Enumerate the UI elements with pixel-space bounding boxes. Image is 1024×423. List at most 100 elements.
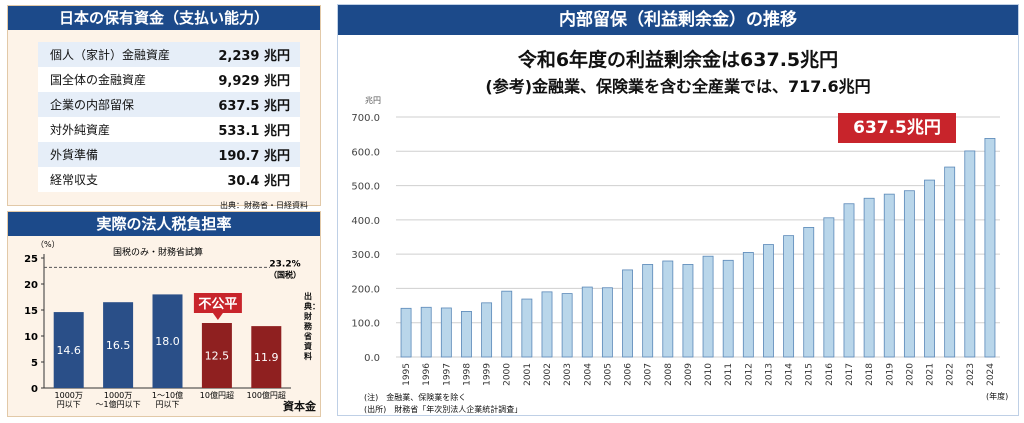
tax-y-tick-label: 10 bbox=[24, 332, 38, 343]
x-tick-label: 1998 bbox=[462, 363, 472, 386]
bar bbox=[581, 286, 593, 358]
bar bbox=[541, 291, 553, 358]
bar bbox=[742, 252, 754, 358]
y-tick-label: 700.0 bbox=[351, 113, 380, 124]
bar bbox=[561, 293, 573, 358]
tax-reference-value: 23.2% bbox=[269, 259, 300, 269]
x-tick-label: 2015 bbox=[805, 363, 815, 386]
assets-panel-title: 日本の保有資金（支払い能力） bbox=[8, 6, 320, 30]
y-unit-label: 兆円 bbox=[365, 95, 381, 105]
tax-y-tick-label: 20 bbox=[24, 280, 38, 291]
y-tick-label: 0.0 bbox=[364, 353, 380, 364]
tax-panel-title: 実際の法人税負担率 bbox=[8, 212, 320, 236]
y-tick-label: 200.0 bbox=[351, 284, 380, 295]
bar bbox=[803, 226, 815, 358]
bar bbox=[601, 287, 613, 358]
bar bbox=[823, 217, 835, 358]
tax-y-tick-label: 15 bbox=[24, 306, 38, 317]
bar bbox=[481, 302, 493, 358]
bar bbox=[440, 307, 452, 358]
tax-bar-value: 16.5 bbox=[106, 339, 131, 352]
x-tick-label: 2007 bbox=[644, 363, 654, 386]
asset-label: 外貨準備 bbox=[50, 148, 99, 162]
x-tick-label: 2011 bbox=[724, 363, 734, 386]
x-tick-label: 2000 bbox=[503, 363, 513, 386]
x-tick-label: 2006 bbox=[624, 363, 634, 386]
x-tick-label: 2020 bbox=[905, 363, 915, 386]
bar bbox=[722, 259, 734, 358]
headline: 令和6年度の利益剰余金は637.5兆円 bbox=[517, 49, 839, 71]
bar bbox=[863, 197, 875, 358]
x-tick-label: 2019 bbox=[885, 363, 895, 386]
tax-bar bbox=[103, 302, 134, 388]
asset-label: 企業の内部留保 bbox=[50, 98, 135, 112]
tax-x-tick-label: 1000万 bbox=[55, 391, 83, 400]
bar bbox=[622, 269, 633, 358]
tax-vertical-source: 出典：財務省資料 bbox=[304, 292, 320, 361]
tax-bar-value: 18.0 bbox=[155, 335, 180, 348]
tax-bar-value: 12.5 bbox=[205, 350, 230, 363]
note: (注) 金融業、保険業を除く bbox=[364, 393, 467, 402]
x-tick-label: 2002 bbox=[543, 363, 553, 386]
tax-bar bbox=[251, 326, 282, 388]
bar bbox=[944, 166, 956, 358]
x-tick-label: 2014 bbox=[785, 363, 795, 386]
tax-x-tick-label: 100億円超 bbox=[247, 390, 286, 400]
x-tick-label: 2016 bbox=[825, 363, 835, 386]
x-tick-label: 2003 bbox=[563, 363, 573, 386]
bar bbox=[521, 298, 533, 358]
source-note: (出所) 財務省「年次別法人企業統計調査」 bbox=[364, 405, 523, 414]
tax-y-tick-label: 5 bbox=[31, 358, 38, 369]
retained-panel: 内部留保（利益剰余金）の推移 令和6年度の利益剰余金は637.5兆円 (参考)金… bbox=[337, 4, 1019, 416]
asset-row: 外貨準備 190.7 兆円 bbox=[38, 142, 300, 167]
bar bbox=[783, 235, 795, 358]
bar bbox=[763, 244, 774, 358]
unfair-badge-label: 不公平 bbox=[198, 297, 237, 312]
asset-label: 経常収支 bbox=[50, 173, 99, 187]
asset-row: 対外純資産 533.1 兆円 bbox=[38, 117, 300, 142]
tax-panel: 実際の法人税負担率 （%） 国税のみ・財務省試算 0 5 10 15 20 25 23.2% （国… bbox=[7, 211, 321, 417]
asset-value: 30.4 兆円 bbox=[227, 174, 290, 189]
x-axis-unit: (年度) bbox=[986, 392, 1009, 401]
x-tick-label: 2021 bbox=[926, 363, 936, 386]
tax-x-tick-label: 円以下 bbox=[57, 400, 81, 409]
x-tick-label: 2017 bbox=[845, 363, 855, 386]
x-tick-label: 2005 bbox=[603, 363, 613, 386]
y-tick-label: 400.0 bbox=[351, 216, 380, 227]
y-tick-label: 300.0 bbox=[351, 250, 380, 261]
bar bbox=[883, 193, 895, 358]
y-tick-label: 100.0 bbox=[351, 319, 380, 330]
x-tick-label: 2018 bbox=[865, 363, 875, 386]
x-tick-label: 2012 bbox=[744, 363, 754, 386]
tax-bar bbox=[201, 323, 232, 388]
y-tick-label: 600.0 bbox=[351, 147, 380, 158]
subheadline: (参考)金融業、保険業を含む全産業では、717.6兆円 bbox=[485, 77, 871, 96]
tax-reference-name: （国税） bbox=[269, 269, 301, 279]
x-tick-label: 1999 bbox=[483, 363, 493, 386]
bar bbox=[843, 203, 855, 358]
tax-x-tick-label: 1～10億 bbox=[152, 390, 183, 400]
asset-value: 9,929 兆円 bbox=[218, 74, 290, 89]
retained-panel-title: 内部留保（利益剰余金）の推移 bbox=[338, 5, 1018, 35]
bar bbox=[903, 190, 915, 358]
tax-x-tick-label: 円以下 bbox=[156, 400, 180, 409]
y-tick-label: 500.0 bbox=[351, 182, 380, 193]
tax-bar bbox=[53, 312, 84, 388]
bar bbox=[501, 290, 513, 358]
tax-x-tick-label: ～1億円以下 bbox=[96, 399, 141, 409]
tax-bar-value: 11.9 bbox=[254, 351, 279, 364]
asset-row: 経常収支 30.4 兆円 bbox=[38, 167, 300, 192]
x-tick-label: 2009 bbox=[684, 363, 694, 386]
x-tick-label: 2004 bbox=[583, 363, 593, 386]
bar bbox=[400, 307, 412, 358]
tax-chart: （%） 国税のみ・財務省試算 0 5 10 15 20 25 23.2%（国税） 14.6 1000… bbox=[24, 240, 301, 409]
x-tick-label: 2023 bbox=[966, 363, 976, 386]
x-tick-label: 2001 bbox=[523, 363, 533, 386]
x-tick-label: 1996 bbox=[422, 363, 432, 386]
tax-y-tick-label: 0 bbox=[31, 384, 38, 395]
x-tick-label: 2022 bbox=[946, 363, 956, 386]
bar bbox=[702, 255, 714, 358]
tax-axis-unit: 資本金 bbox=[283, 400, 316, 413]
asset-row: 個人（家計）金融資産 2,239 兆円 bbox=[38, 42, 300, 67]
asset-row: 企業の内部留保 637.5 兆円 bbox=[38, 92, 300, 117]
